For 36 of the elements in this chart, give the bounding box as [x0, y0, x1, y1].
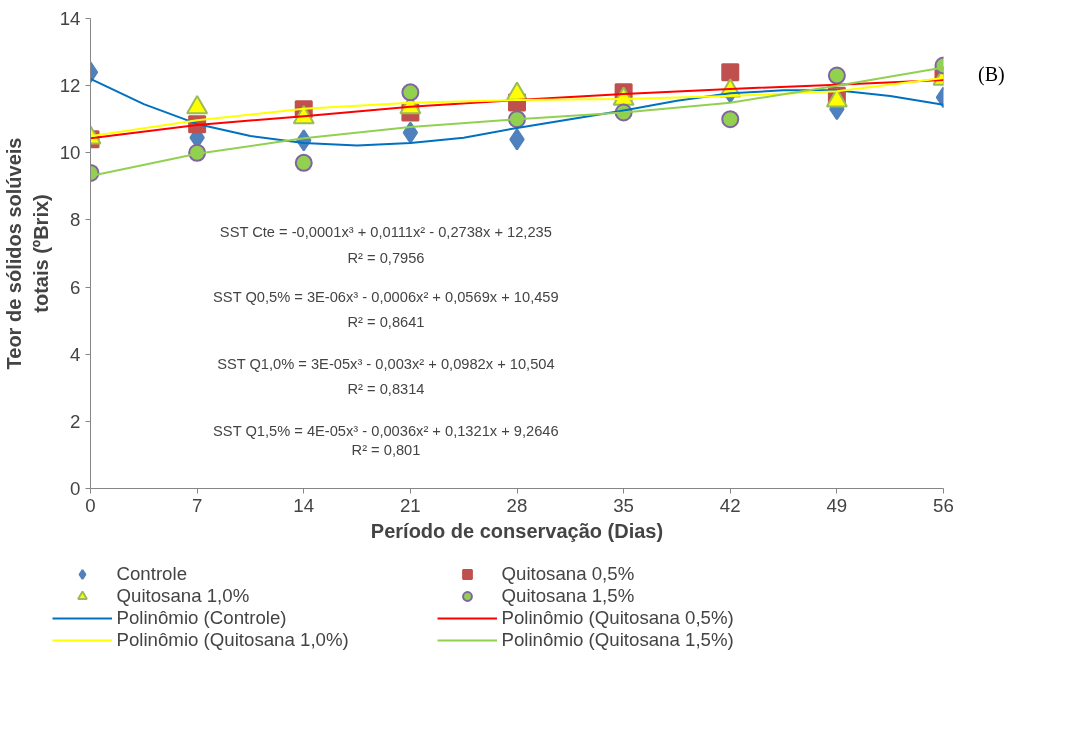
annotation: SST Q0,5% = 3E-06x³ - 0,0006x² + 0,0569x + 10,459: [213, 288, 559, 305]
x-tick-label: 0: [85, 494, 96, 516]
annotation: R² = 0,8314: [347, 380, 425, 397]
y-axis-title: Teor de sólidos solúveis totais (ºBrix): [3, 137, 52, 370]
x-tick-label: 42: [719, 494, 741, 516]
x-tick-label: 14: [293, 494, 315, 516]
legend-label: Polinômio (Quitosana 0,5%): [501, 606, 735, 629]
y-tick-label: 8: [70, 209, 81, 231]
legend-label: Quitosana 1,5%: [501, 584, 636, 607]
y-tick-label: 14: [59, 8, 81, 29]
y-tick-label: 10: [59, 142, 81, 164]
text: (B): [978, 62, 1005, 88]
legend-label: Polinômio (Quitosana 1,5%): [501, 628, 735, 651]
x-tick-label: 7: [191, 494, 203, 516]
y-tick-label: 4: [70, 343, 81, 365]
annotation: SST Cte = -0,0001x³ + 0,0111x² - 0,2738x + 12,235: [219, 224, 552, 241]
y-tick-label: 0: [70, 478, 81, 499]
y-tick-label: 12: [59, 75, 81, 97]
y-tick-label: 2: [70, 410, 81, 432]
x-tick-label: 21: [400, 494, 421, 516]
x-axis-title: Período de conservação (Dias): [370, 519, 664, 542]
x-tick-label: 35: [613, 494, 635, 516]
annotation: SST Q1,0% = 3E-05x³ - 0,003x² + 0,0982x + 10,504: [217, 355, 555, 372]
x-tick-label: 56: [933, 494, 954, 516]
annotation: SST Q1,5% = 4E-05x³ - 0,0036x² + 0,1321x + 9,2646: [213, 423, 559, 440]
legend-label: Quitosana 0,5%: [501, 562, 636, 585]
legend-label: Polinômio (Quitosana 1,0%): [116, 628, 350, 651]
legend-label: Controle: [116, 562, 189, 585]
x-tick-label: 28: [506, 494, 528, 516]
y-tick-label: 6: [70, 276, 81, 298]
x-tick-label: 49: [826, 494, 848, 516]
annotation: R² = 0,8641: [347, 313, 425, 330]
legend-label: Polinômio (Controle): [116, 606, 288, 629]
annotation: R² = 0,7956: [347, 249, 425, 266]
legend-label: Quitosana 1,0%: [116, 584, 251, 607]
annotation: R² = 0,801: [351, 442, 421, 459]
